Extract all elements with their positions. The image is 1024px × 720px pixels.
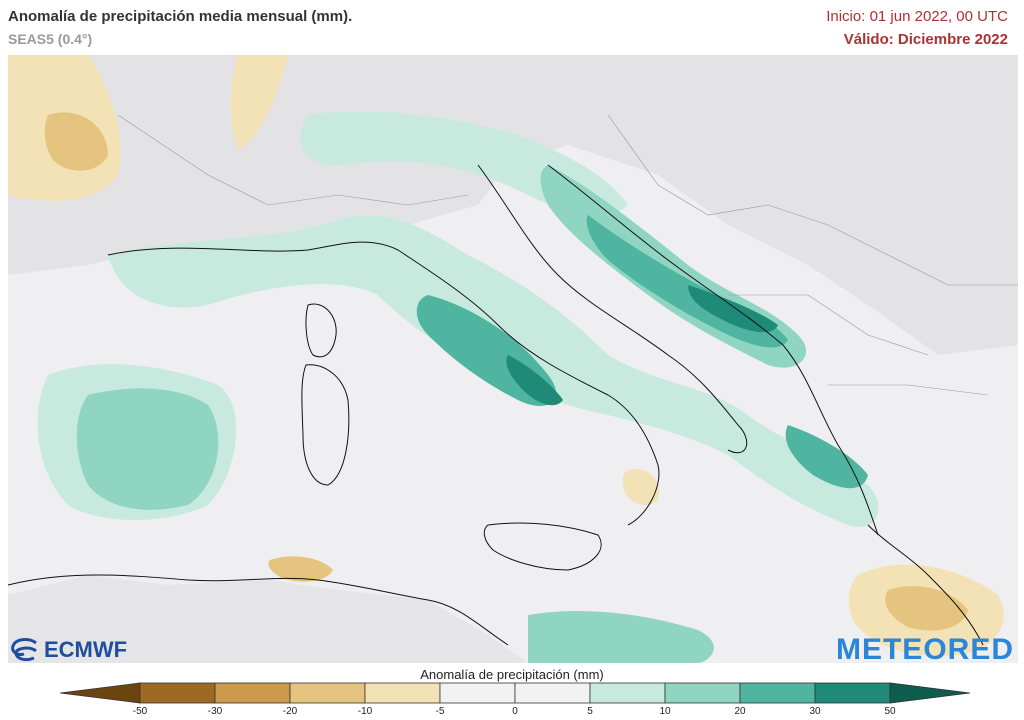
color-bar-tick-label: -5 (435, 706, 445, 717)
northern-landmass (8, 55, 1018, 355)
italy-west-coastline (107, 241, 660, 526)
color-bar-tick-label: -50 (132, 706, 148, 717)
anomaly-neg-calabria (622, 469, 659, 506)
color-bar-cell (289, 682, 366, 704)
color-bar-cell (814, 682, 891, 704)
init-date: Inicio: 01 jun 2022, 00 UTC (826, 8, 1008, 25)
anomaly-zone-west-mid (76, 388, 219, 510)
anomaly-neg-aegean-core (885, 586, 968, 631)
valid-date: Válido: Diciembre 2022 (843, 31, 1008, 48)
anomaly-zone-south (528, 610, 714, 663)
color-bar-tick-label: 10 (659, 706, 671, 717)
color-bar-cell (664, 682, 741, 704)
anomaly-zone-tyrrhenian-core (506, 355, 563, 406)
anomaly-zone-balkan-core (688, 285, 778, 333)
italy-east-coastline (477, 164, 748, 454)
color-bar-end-high (889, 682, 970, 704)
map-title: Anomalía de precipitación media mensual … (8, 8, 353, 25)
color-bar-tick-label: 20 (734, 706, 746, 717)
color-bar-cell (514, 682, 591, 704)
meteored-logo: METEORED (835, 633, 1014, 666)
corsica-outline (305, 303, 337, 358)
color-bar-cell (589, 682, 666, 704)
balkan-coastline (547, 164, 879, 536)
color-bar-tick-label: 30 (809, 706, 821, 717)
model-subtitle: SEAS5 (0.4°) (8, 31, 93, 47)
color-bar-tick-label: 5 (587, 706, 593, 717)
anomaly-neg-france-core (44, 112, 108, 171)
color-bar (60, 682, 970, 704)
anomaly-neg-alps-west (230, 55, 288, 150)
color-bar-tick-label: 50 (884, 706, 896, 717)
north-africa-coastline (8, 574, 509, 646)
anomaly-zone-greece-west (785, 425, 868, 489)
anomaly-neg-tunisia (268, 556, 333, 582)
ecmwf-logo-text: ECMWF (44, 637, 128, 662)
sardinia-outline (301, 364, 350, 486)
color-bar-cell (439, 682, 516, 704)
color-bar-cell (214, 682, 291, 704)
legend-title: Anomalía de precipitación (mm) (420, 667, 604, 682)
color-bar-tick-label: 0 (512, 706, 518, 717)
color-bar-tick-label: -20 (282, 706, 298, 717)
color-bar-end-low (60, 682, 141, 704)
north-africa-landmass (8, 575, 528, 663)
color-bar-cell (364, 682, 441, 704)
color-bar-tick-label: -10 (357, 706, 373, 717)
ecmwf-swirl-icon (11, 638, 37, 662)
ecmwf-logo: ECMWF (10, 637, 127, 663)
sicily-outline (483, 522, 602, 571)
color-bar-cell (739, 682, 816, 704)
country-borders (117, 114, 1018, 396)
color-bar-cell (139, 682, 216, 704)
map-svg (8, 55, 1018, 663)
color-bar-tick-label: -30 (207, 706, 223, 717)
precipitation-anomaly-map (8, 55, 1018, 663)
greece-coastline (867, 524, 984, 646)
